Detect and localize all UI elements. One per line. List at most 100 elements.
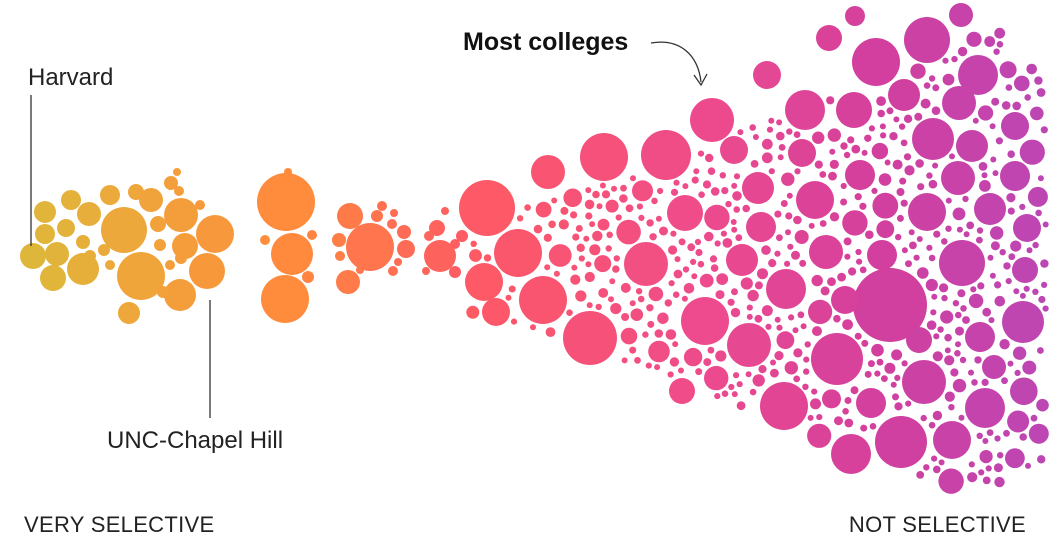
college-bubble — [774, 250, 781, 257]
college-bubble — [683, 347, 703, 367]
college-bubble — [727, 323, 771, 367]
college-bubble — [164, 198, 198, 232]
college-bubble — [837, 272, 846, 282]
college-bubble — [1028, 423, 1049, 444]
college-bubble — [807, 423, 832, 448]
college-bubble — [691, 176, 699, 184]
college-bubble — [959, 356, 967, 364]
college-bubble — [1013, 214, 1041, 242]
college-bubble — [786, 128, 793, 135]
college-bubble — [673, 179, 680, 186]
college-bubble — [429, 220, 445, 236]
college-bubble — [881, 375, 888, 382]
college-bubble — [1001, 112, 1029, 140]
college-bubble — [553, 270, 560, 277]
college-bubble — [1032, 288, 1039, 295]
college-bubble — [894, 374, 901, 381]
college-bubble — [794, 230, 809, 244]
college-bubble — [710, 187, 720, 196]
college-bubble — [707, 167, 716, 175]
college-bubble — [1027, 186, 1048, 207]
college-bubble — [545, 327, 556, 337]
college-bubble — [606, 231, 613, 239]
college-bubble — [942, 57, 949, 64]
college-bubble — [978, 469, 985, 476]
college-bubble — [800, 323, 807, 330]
college-bubble — [948, 404, 955, 411]
college-bubble — [994, 281, 1002, 289]
college-bubble — [1012, 257, 1038, 283]
college-bubble — [851, 144, 861, 154]
college-bubble — [976, 236, 983, 244]
college-bubble — [337, 203, 363, 229]
college-bubble — [654, 364, 661, 371]
college-bubble — [879, 123, 886, 130]
college-bubble — [974, 193, 1006, 225]
college-bubble — [1008, 253, 1016, 261]
college-bubble — [933, 230, 941, 238]
college-bubble — [861, 339, 869, 347]
college-bubble — [994, 27, 1006, 39]
college-bubble — [98, 244, 110, 256]
college-bubble — [988, 317, 995, 324]
college-bubble — [877, 109, 885, 118]
college-bubble — [845, 6, 865, 26]
college-bubble — [999, 249, 1006, 256]
college-bubble — [855, 248, 862, 256]
college-bubble — [667, 195, 703, 231]
college-bubble — [906, 327, 932, 353]
college-bubble — [840, 142, 848, 150]
college-bubble — [1025, 462, 1031, 469]
college-bubble — [761, 245, 771, 255]
college-bubble — [67, 253, 99, 285]
college-bubble — [673, 269, 683, 279]
college-bubble — [972, 117, 979, 124]
college-bubble — [40, 265, 66, 291]
college-bubble — [910, 63, 926, 79]
college-bubble — [938, 459, 945, 466]
college-bubble — [993, 463, 1003, 473]
college-bubble — [970, 286, 977, 293]
college-bubble — [822, 389, 841, 409]
college-bubble — [979, 180, 991, 192]
college-bubble — [781, 172, 795, 186]
college-bubble — [770, 368, 779, 378]
college-bubble — [854, 332, 862, 340]
college-bubble — [977, 282, 985, 290]
college-bubble — [736, 381, 743, 388]
college-bubble — [952, 300, 960, 307]
college-bubble — [908, 229, 915, 236]
college-bubble — [691, 273, 698, 280]
college-bubble — [117, 252, 165, 300]
college-bubble — [20, 243, 46, 269]
college-bubble — [494, 229, 542, 277]
college-bubble — [599, 182, 606, 189]
college-bubble — [986, 429, 994, 436]
college-bubble — [641, 130, 691, 180]
college-bubble — [34, 201, 56, 223]
college-bubble — [785, 90, 825, 130]
college-bubble — [1041, 281, 1048, 288]
college-bubble — [302, 271, 314, 283]
college-bubble — [852, 38, 900, 86]
college-bubble — [1005, 84, 1013, 91]
college-bubble — [459, 180, 515, 236]
college-bubble — [761, 138, 773, 150]
college-bubble — [945, 225, 952, 232]
college-bubble — [575, 225, 583, 232]
college-bubble — [740, 277, 753, 290]
college-bubble — [669, 378, 695, 404]
college-bubble — [829, 212, 840, 222]
college-bubble — [876, 96, 886, 106]
college-bubble — [850, 386, 859, 395]
college-bubble — [768, 259, 777, 268]
college-bubble — [332, 233, 346, 247]
college-bubble — [930, 309, 937, 316]
college-bubble — [981, 172, 988, 179]
college-bubble — [1010, 377, 1038, 406]
college-bubble — [720, 136, 748, 164]
college-bubble — [932, 351, 943, 362]
college-bubble — [174, 186, 184, 196]
college-bubble — [483, 254, 492, 262]
college-bubble — [952, 207, 966, 221]
